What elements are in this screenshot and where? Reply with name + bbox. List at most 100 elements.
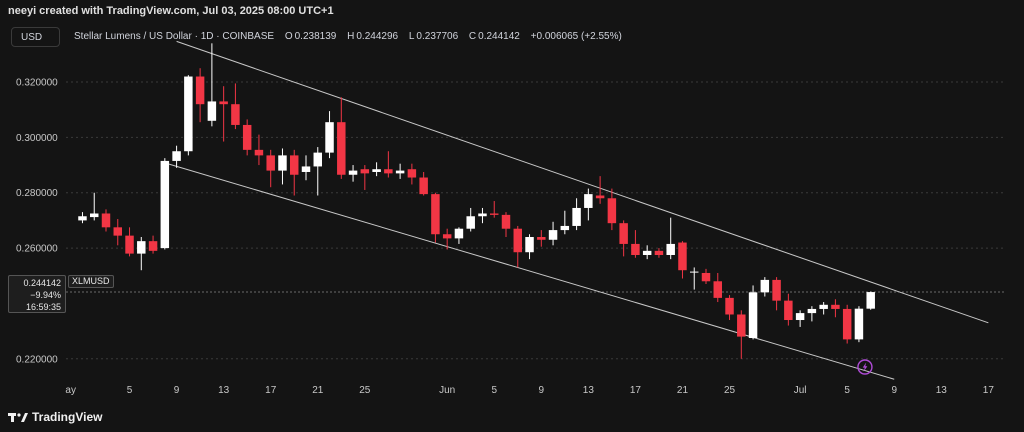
candle-body bbox=[678, 242, 687, 271]
currency-button[interactable]: USD bbox=[11, 27, 60, 47]
symbol-tag: XLMUSD bbox=[68, 275, 114, 288]
candle-down bbox=[407, 163, 417, 185]
x-tick-label: 21 bbox=[312, 385, 324, 396]
candle-body bbox=[242, 124, 252, 150]
tradingview-brand-label: TradingView bbox=[32, 410, 103, 424]
candle-down bbox=[290, 149, 299, 196]
x-tick-label: 13 bbox=[936, 385, 948, 396]
candle-up bbox=[301, 155, 311, 181]
currency-button-label: USD bbox=[21, 31, 43, 43]
high-value: 0.244296 bbox=[356, 31, 399, 42]
candle-up bbox=[854, 306, 864, 343]
candle-body bbox=[301, 166, 311, 172]
candle-body bbox=[631, 243, 640, 255]
low-value: 0.237706 bbox=[416, 31, 459, 42]
y-tick-label: 0.300000 bbox=[16, 133, 58, 144]
candle-up bbox=[372, 162, 381, 177]
candle-body bbox=[760, 279, 770, 293]
x-tick-label: 25 bbox=[724, 385, 736, 396]
candle-up bbox=[584, 188, 593, 221]
x-tick-label: Jul bbox=[794, 385, 807, 396]
y-tick-label: 0.280000 bbox=[16, 188, 58, 199]
candle-body bbox=[337, 122, 346, 175]
channel-upper-line bbox=[176, 40, 989, 324]
candle-down bbox=[501, 212, 511, 238]
candle-down bbox=[242, 119, 252, 156]
x-tick-label: 9 bbox=[174, 385, 180, 396]
candle-body bbox=[137, 241, 146, 254]
candle-body bbox=[478, 213, 487, 217]
candle-down bbox=[607, 188, 617, 231]
candle-up bbox=[454, 227, 464, 244]
candle-body bbox=[231, 104, 240, 125]
y-tick-label: 0.320000 bbox=[16, 78, 58, 89]
candle-body bbox=[431, 194, 440, 235]
candle-body bbox=[278, 155, 287, 171]
candle-body bbox=[666, 243, 675, 255]
candle-body bbox=[607, 198, 617, 224]
candle-body bbox=[690, 271, 699, 273]
candle-down bbox=[113, 219, 122, 246]
candle-down bbox=[831, 299, 840, 318]
candle-body bbox=[807, 308, 817, 314]
candle-up bbox=[466, 207, 475, 232]
candle-body bbox=[78, 216, 87, 221]
y-axis: 0.320000 0.300000 0.280000 0.260000 0.220000 bbox=[16, 78, 58, 366]
candle-body bbox=[372, 169, 381, 172]
candle-up bbox=[795, 310, 805, 327]
candle-down bbox=[619, 220, 628, 257]
candle-up bbox=[137, 237, 146, 271]
candle-up bbox=[690, 267, 699, 290]
x-tick-label: 17 bbox=[983, 385, 995, 396]
candle-down bbox=[419, 171, 428, 196]
x-tick-label: 17 bbox=[630, 385, 642, 396]
candle-body bbox=[254, 149, 264, 156]
x-tick-label: 5 bbox=[127, 385, 133, 396]
candle-body bbox=[572, 207, 581, 226]
candle-body bbox=[148, 241, 158, 251]
tradingview-branding[interactable]: TradingView bbox=[8, 410, 102, 424]
x-tick-label: 9 bbox=[891, 385, 897, 396]
last-price-value: 0.244142 bbox=[23, 278, 61, 288]
candle-down bbox=[678, 241, 687, 279]
candle-up bbox=[348, 165, 358, 182]
candle-body bbox=[490, 213, 499, 215]
candle-body bbox=[90, 213, 99, 218]
candle-body bbox=[419, 177, 428, 195]
x-tick-label: 25 bbox=[359, 385, 371, 396]
candle-body bbox=[819, 304, 828, 309]
x-tick-label: Jun bbox=[439, 385, 455, 396]
candle-body bbox=[384, 169, 393, 174]
candle-up bbox=[172, 145, 181, 168]
candle-body bbox=[548, 230, 558, 240]
close-value: 0.244142 bbox=[478, 31, 520, 42]
candle-body bbox=[125, 235, 134, 254]
candle-down bbox=[713, 272, 722, 303]
candle-up bbox=[807, 306, 817, 322]
candle-down bbox=[725, 295, 734, 321]
candle-body bbox=[325, 122, 334, 153]
candle-up bbox=[819, 302, 828, 315]
x-axis: ay 5 9 13 17 21 25 Jun 5 9 13 17 21 25 Jul 5 9 13 17 bbox=[65, 385, 994, 396]
candle-up bbox=[760, 277, 770, 297]
candle-down bbox=[231, 83, 240, 130]
candle-body bbox=[654, 250, 664, 255]
candle-down bbox=[254, 134, 264, 166]
open-value: 0.238139 bbox=[294, 31, 337, 42]
candle-body bbox=[501, 214, 511, 229]
candle-body bbox=[748, 292, 758, 339]
candle-up bbox=[548, 221, 558, 246]
tradingview-logo-icon bbox=[8, 411, 28, 423]
high-label: H bbox=[347, 31, 355, 42]
candle-body bbox=[184, 76, 193, 152]
candle-up bbox=[90, 192, 99, 221]
candle-body bbox=[442, 234, 452, 239]
x-tick-label: ay bbox=[65, 385, 76, 396]
candle-up bbox=[78, 212, 87, 224]
change-value: +0.006065 (+2.55%) bbox=[530, 31, 622, 42]
candle-up bbox=[560, 210, 570, 235]
event-marker-bolt bbox=[862, 362, 868, 372]
channel-layer bbox=[164, 40, 989, 380]
candle-up bbox=[160, 158, 170, 250]
